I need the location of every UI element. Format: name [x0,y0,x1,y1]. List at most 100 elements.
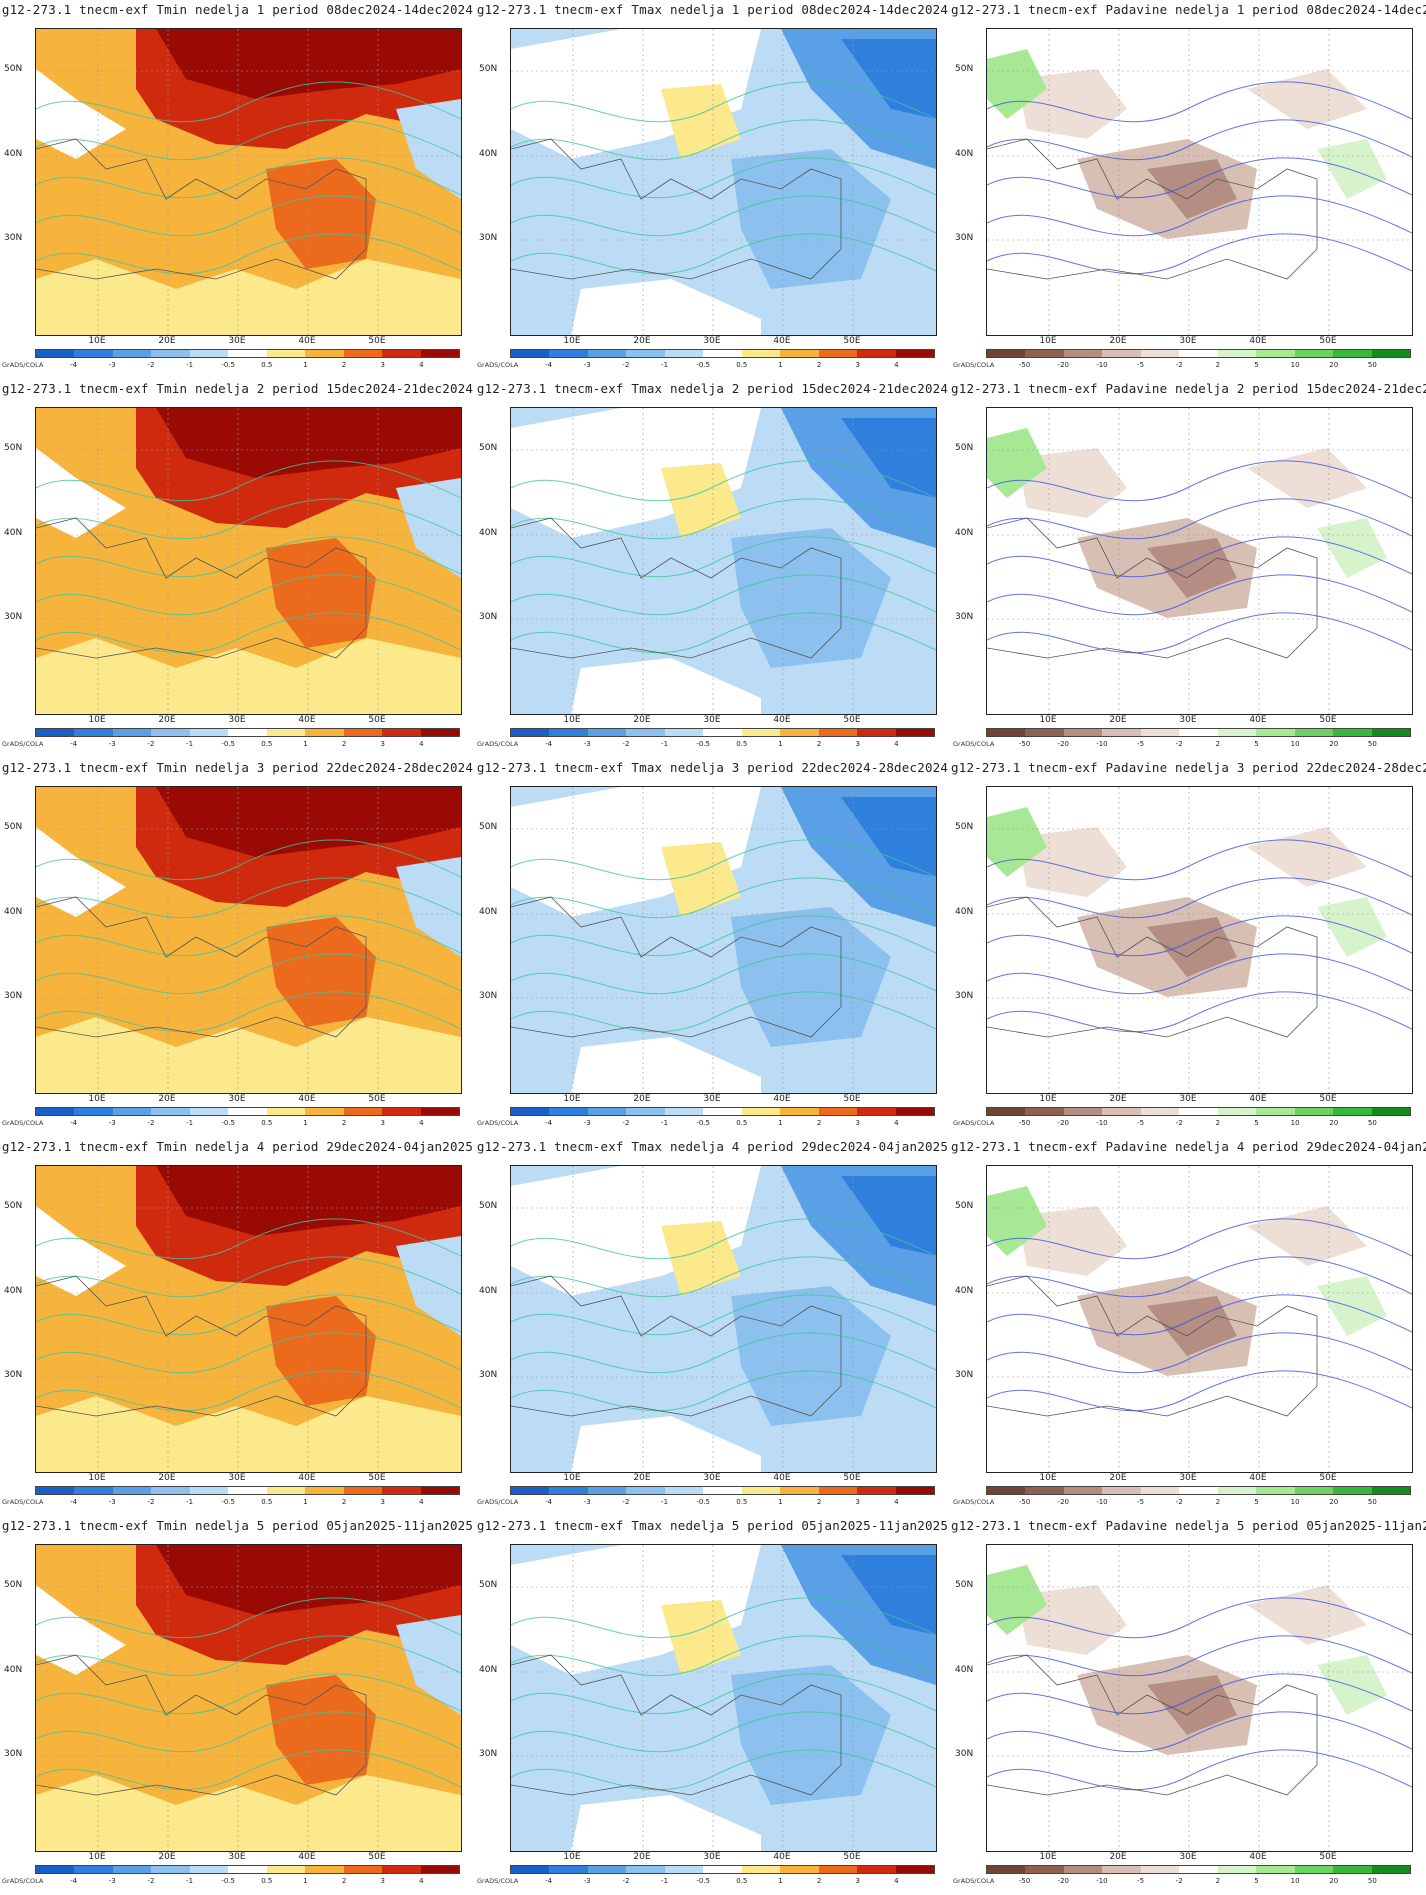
contour-line [511,1294,936,1336]
anomaly-area [1317,139,1387,199]
color-scale-tick: -10 [1096,740,1108,748]
color-swatch [1371,729,1410,736]
color-swatch [895,1866,934,1873]
color-scale-tick: -5 [1137,1877,1145,1885]
field-map [987,1545,1412,1851]
anomaly-area [36,638,461,714]
longitude-label: 20E [1109,1852,1127,1862]
longitude-label: 10E [563,1094,581,1104]
anomaly-area [1317,897,1387,957]
anomaly-area [266,159,376,269]
coastline [36,1654,367,1796]
color-scale-tick: 3 [380,1498,385,1506]
color-scale-tick: 4 [894,1498,899,1506]
anomaly-area [987,49,1047,119]
color-scale-tick: 1 [303,1498,308,1506]
field-map [36,1545,461,1851]
contour-line [987,1294,1412,1336]
longitude-label: 10E [1039,1094,1057,1104]
longitude-label: 50E [843,1473,861,1483]
contour-line [511,574,936,616]
longitude-label: 50E [1319,1852,1337,1862]
contour-line [511,1673,936,1715]
color-scale-tick: -3 [108,1498,116,1506]
color-scale-tick: -20 [1057,740,1069,748]
latitude-label: 40N [955,528,974,538]
color-scale-tick: 5 [1254,361,1259,369]
latitude-label: 40N [4,1665,23,1675]
contour-line [987,460,1412,502]
latitude-label: 30N [955,612,974,622]
color-scale-tick: 50 [1367,1877,1377,1885]
color-scale-tick: -5 [1137,740,1145,748]
anomaly-area [731,528,891,668]
color-swatch [189,1487,229,1494]
grads-credit: GrADS/COLA [2,740,44,748]
color-scale-tick: -3 [108,361,116,369]
color-swatch [1140,1108,1180,1115]
map-area [35,786,462,1094]
anomaly-area [396,1615,461,1715]
contour-line [987,915,1412,957]
color-swatch [266,1487,306,1494]
field-map [36,1166,461,1472]
contour-line [987,1597,1412,1639]
field-map [511,787,936,1093]
color-scale-tick: 50 [1367,740,1377,748]
contour-line [987,991,1412,1033]
color-swatch [1025,729,1064,736]
color-swatch [703,1108,742,1115]
contour-line [511,877,936,919]
color-swatch [1333,729,1372,736]
color-swatch [1102,1108,1141,1115]
longitude-label: 40E [1249,1473,1267,1483]
color-swatch [664,729,704,736]
longitude-label: 50E [1319,715,1337,725]
contour-line [36,460,461,502]
color-swatch [228,729,267,736]
color-scale-tick: -10 [1096,361,1108,369]
contour-line [987,574,1412,616]
color-swatch [36,729,75,736]
panel-title: g12-273.1 tnecm-exf Padavine nedelja 5 p… [951,1518,1426,1533]
anomaly-area [571,658,761,714]
anomaly-area [987,1565,1047,1635]
color-swatch [74,1866,113,1873]
color-scale-bar [986,728,1411,737]
anomaly-area [1247,827,1367,887]
anomaly-area [731,149,891,289]
color-scale-tick: -0.5 [221,1119,236,1127]
contour-line [511,536,936,578]
anomaly-area [731,1286,891,1426]
contour-line [511,1256,936,1298]
color-scale-tick: -50 [1018,740,1031,748]
longitude-label: 30E [1179,715,1197,725]
anomaly-area [511,29,761,159]
color-swatch [1102,1866,1141,1873]
grads-credit: GrADS/COLA [477,361,519,369]
color-swatch [1294,350,1334,357]
longitude-label: 40E [298,715,316,725]
field-map [987,29,1412,335]
map-panel: g12-273.1 tnecm-exf Tmin nedelja 5 perio… [0,1516,475,1895]
color-swatch [36,1866,75,1873]
latitude-label: 30N [479,1370,498,1380]
anomaly-area [396,99,461,199]
longitude-label: 20E [633,336,651,346]
color-swatch [1179,1866,1218,1873]
contour-line [511,839,936,881]
panel-title: g12-273.1 tnecm-exf Tmax nedelja 3 perio… [476,760,949,775]
color-scale-tick: 4 [894,1877,899,1885]
color-scale-tick: -3 [108,1119,116,1127]
color-swatch [1294,1866,1334,1873]
map-panel: g12-273.1 tnecm-exf Padavine nedelja 4 p… [951,1137,1426,1516]
grads-credit: GrADS/COLA [953,1498,995,1506]
field-map [987,1166,1412,1472]
map-area [35,407,462,715]
anomaly-area [661,1600,741,1675]
color-swatch [549,1866,588,1873]
longitude-label: 50E [843,336,861,346]
contour-line [511,1711,936,1753]
anomaly-area [661,84,741,159]
color-scale-tick: 2 [816,1498,822,1506]
